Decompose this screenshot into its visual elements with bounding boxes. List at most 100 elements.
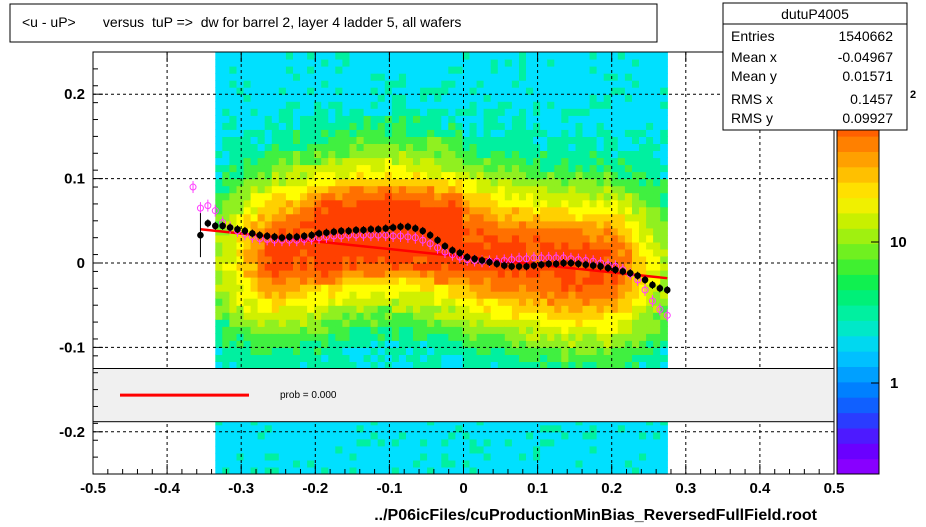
heatmap-cell xyxy=(624,333,633,341)
heatmap-cell xyxy=(519,52,527,60)
heatmap-cell xyxy=(434,136,442,144)
heatmap-cell xyxy=(413,185,421,194)
heatmap-cell xyxy=(519,164,527,173)
heatmap-cell xyxy=(504,171,513,180)
heatmap-cell xyxy=(547,199,555,208)
heatmap-cell xyxy=(250,445,259,454)
heatmap-cell xyxy=(342,354,351,362)
heatmap-cell xyxy=(610,80,619,88)
black-point xyxy=(419,227,427,235)
heatmap-cell xyxy=(257,185,266,194)
heatmap-cell xyxy=(314,108,322,116)
heatmap-cell xyxy=(328,52,336,60)
heatmap-cell xyxy=(434,101,442,109)
heatmap-cell xyxy=(455,192,464,201)
heatmap-cell xyxy=(356,354,365,362)
heatmap-cell xyxy=(568,256,577,264)
heatmap-cell xyxy=(257,171,266,180)
heatmap-cell xyxy=(285,206,294,215)
heatmap-cell xyxy=(370,73,379,81)
heatmap-cell xyxy=(469,220,478,229)
heatmap-cell xyxy=(610,340,619,348)
heatmap-cell xyxy=(236,248,245,257)
heatmap-cell xyxy=(469,438,478,447)
heatmap-cell xyxy=(610,326,619,334)
heatmap-cell xyxy=(391,424,400,433)
heatmap-cell xyxy=(610,256,619,264)
heatmap-cell xyxy=(307,52,315,60)
heatmap-cell xyxy=(526,52,534,60)
heatmap-cell xyxy=(603,101,612,109)
heatmap-cell xyxy=(215,326,223,334)
heatmap-cell xyxy=(434,178,442,187)
magenta-point xyxy=(648,297,656,305)
heatmap-cell xyxy=(278,277,287,285)
heatmap-cell xyxy=(610,94,619,102)
heatmap-cell xyxy=(243,94,252,102)
heatmap-cell xyxy=(321,59,329,67)
heatmap-cell xyxy=(441,87,449,95)
heatmap-cell xyxy=(632,73,640,81)
heatmap-cell xyxy=(257,73,266,81)
heatmap-cell xyxy=(660,361,668,370)
heatmap-cell xyxy=(547,129,555,137)
heatmap-cell xyxy=(314,248,322,257)
heatmap-cell xyxy=(483,59,492,67)
black-point xyxy=(500,262,508,269)
heatmap-cell xyxy=(561,178,569,187)
heatmap-cell xyxy=(328,326,336,334)
heatmap-cell xyxy=(420,171,428,180)
heatmap-cell xyxy=(420,108,428,116)
heatmap-cell xyxy=(561,52,569,60)
heatmap-cell xyxy=(293,326,301,334)
heatmap-cell xyxy=(300,263,308,271)
heatmap-cell xyxy=(420,52,428,60)
heatmap-cell xyxy=(398,122,407,130)
heatmap-cell xyxy=(349,185,358,194)
heatmap-cell xyxy=(363,80,372,88)
heatmap-cell xyxy=(476,445,485,454)
heatmap-cell xyxy=(285,298,294,306)
heatmap-cell xyxy=(540,122,548,130)
heatmap-cell xyxy=(321,445,329,454)
heatmap-cell xyxy=(490,213,499,222)
heatmap-cell xyxy=(236,340,245,348)
heatmap-cell xyxy=(646,66,654,74)
heatmap-cell xyxy=(646,227,654,236)
heatmap-cell xyxy=(526,157,534,166)
heatmap-cell xyxy=(285,333,294,341)
heatmap-cell xyxy=(603,452,612,461)
heatmap-cell xyxy=(215,248,223,257)
heatmap-cell xyxy=(391,101,400,109)
heatmap-cell xyxy=(547,80,555,88)
heatmap-cell xyxy=(504,164,513,173)
heatmap-cell xyxy=(455,122,464,130)
heatmap-cell xyxy=(554,284,562,292)
colorbar-segment xyxy=(837,320,879,337)
heatmap-cell xyxy=(427,263,435,271)
heatmap-cell xyxy=(307,220,315,229)
heatmap-cell xyxy=(307,185,315,194)
heatmap-cell xyxy=(582,361,591,370)
heatmap-cell xyxy=(370,291,379,299)
heatmap-cell xyxy=(441,73,449,81)
colorbar-segment xyxy=(837,259,879,275)
heatmap-cell xyxy=(554,178,562,187)
heatmap-cell xyxy=(349,270,358,278)
heatmap-cell xyxy=(455,94,464,102)
heatmap-cell xyxy=(646,291,654,299)
heatmap-cell xyxy=(547,227,555,236)
heatmap-cell xyxy=(307,284,315,292)
heatmap-cell xyxy=(497,59,506,67)
heatmap-cell xyxy=(540,199,548,208)
heatmap-cell xyxy=(476,438,485,447)
heatmap-cell xyxy=(476,270,485,278)
heatmap-cell xyxy=(639,199,647,208)
heatmap-cell xyxy=(293,256,301,264)
heatmap-cell xyxy=(391,347,400,355)
heatmap-cell xyxy=(257,256,266,264)
heatmap-cell xyxy=(434,467,442,474)
heatmap-cell xyxy=(533,291,541,299)
heatmap-cell xyxy=(504,192,513,201)
heatmap-cell xyxy=(384,220,393,229)
